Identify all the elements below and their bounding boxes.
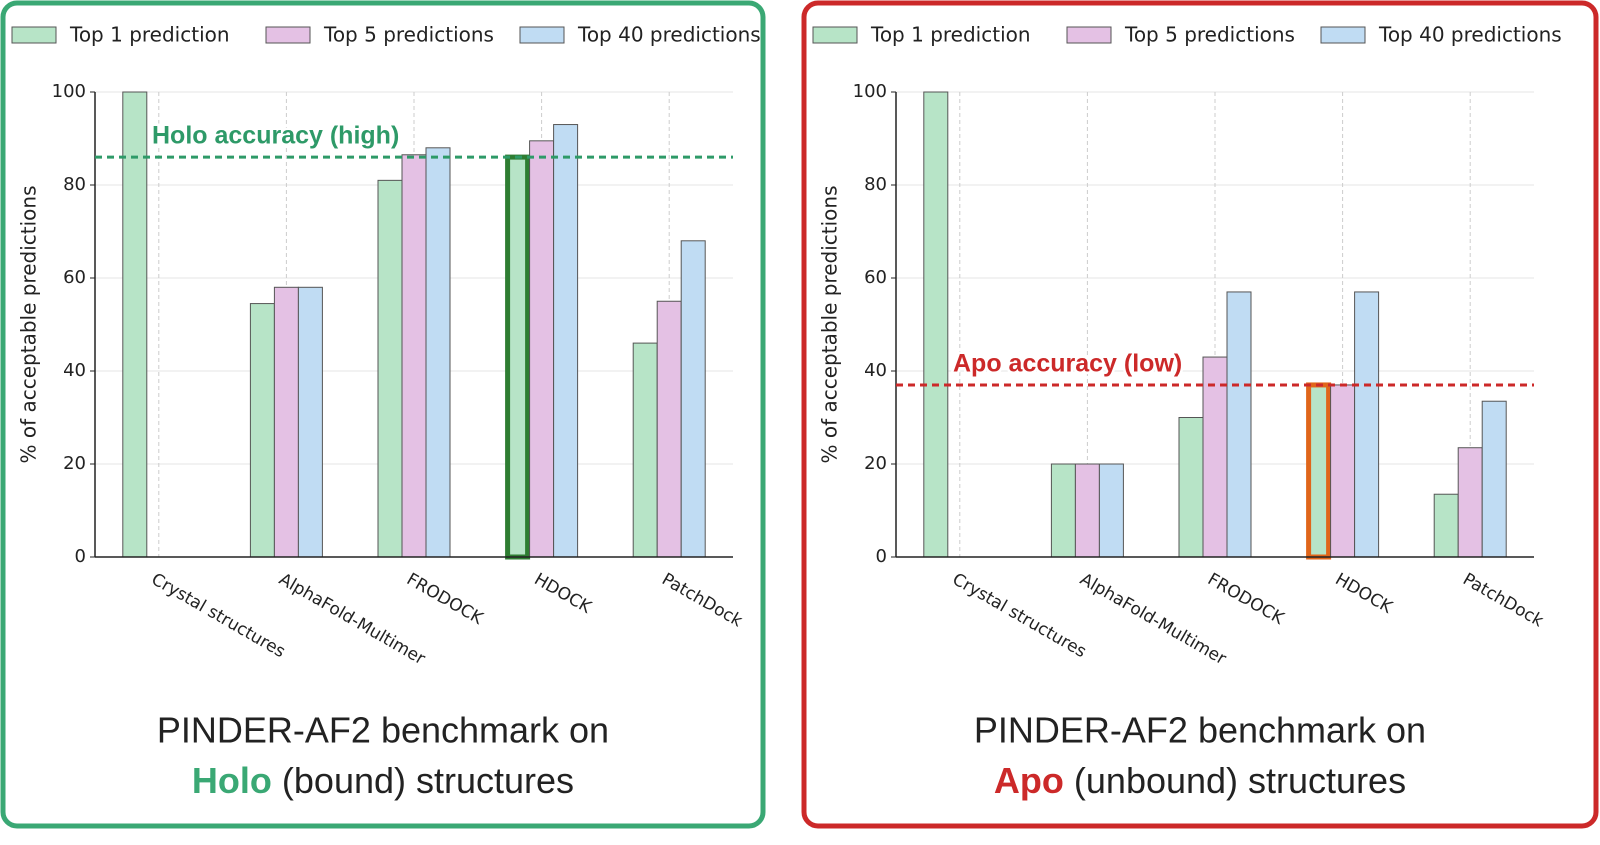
panel-title: PINDER-AF2 benchmark on [974, 710, 1426, 751]
y-tick-label: 80 [63, 174, 86, 195]
bar [680, 240, 706, 558]
y-axis-label: % of acceptable predictions [17, 185, 41, 463]
title-space [272, 760, 282, 801]
y-axis-label: % of acceptable predictions [818, 185, 842, 463]
y-tick-label: 100 [853, 81, 887, 102]
y-tick-label: 40 [864, 360, 887, 381]
legend-label: Top 5 predictions [323, 23, 494, 47]
panel: Top 1 prediction Top 5 predictions Top 40 … [0, 0, 766, 829]
x-tick-label: PatchDock [1459, 569, 1547, 631]
y-tick-label: 0 [75, 546, 86, 567]
legend-label: Top 1 prediction [69, 23, 230, 47]
legend-swatch [1066, 26, 1112, 44]
x-tick-label: FRODOCK [1204, 569, 1288, 629]
title-space [1064, 760, 1074, 801]
title-emphasis: Holo [192, 760, 272, 801]
bar [401, 154, 427, 558]
bar [1074, 463, 1100, 558]
x-tick-label: HDOCK [1332, 569, 1397, 618]
bar [1226, 291, 1252, 558]
x-tick-label: PatchDock [658, 569, 746, 631]
title-rest: (unbound) structures [1074, 760, 1406, 801]
title-rest: (bound) structures [282, 760, 574, 801]
legend-swatch [1320, 26, 1366, 44]
bar [632, 342, 658, 558]
bar [1354, 291, 1380, 558]
bar [1330, 384, 1356, 558]
legend-label: Top 40 predictions [577, 23, 761, 47]
reference-label: Apo accuracy (low) [953, 350, 1182, 378]
bar [529, 140, 555, 558]
panel-title: Holo (bound) structures [192, 760, 574, 801]
legend-label: Top 5 predictions [1124, 23, 1295, 47]
bar [656, 300, 682, 558]
legend-label: Top 40 predictions [1378, 23, 1562, 47]
bar [1481, 400, 1507, 558]
bar [1433, 493, 1459, 558]
bar [1178, 417, 1204, 558]
bar [1457, 447, 1483, 558]
panel-border [801, 0, 1599, 829]
bar [425, 147, 451, 558]
y-tick-label: 40 [63, 360, 86, 381]
y-tick-label: 60 [63, 267, 86, 288]
legend-label: Top 1 prediction [870, 23, 1031, 47]
panel-border [0, 0, 766, 829]
bar [553, 124, 579, 558]
x-tick-label: Crystal structures [949, 569, 1090, 662]
y-tick-label: 100 [52, 81, 86, 102]
legend-swatch [812, 26, 858, 44]
legend-swatch [265, 26, 311, 44]
x-tick-label: Crystal structures [148, 569, 289, 662]
bar [273, 286, 299, 558]
bar [923, 91, 949, 558]
y-tick-label: 20 [63, 453, 86, 474]
panel-title: PINDER-AF2 benchmark on [157, 710, 609, 751]
panel-title: Apo (unbound) structures [994, 760, 1406, 801]
x-tick-label: HDOCK [531, 569, 596, 618]
x-tick-label: FRODOCK [403, 569, 487, 629]
bar [122, 91, 148, 558]
bar [1050, 463, 1076, 558]
legend-swatch [519, 26, 565, 44]
y-tick-label: 20 [864, 453, 887, 474]
y-tick-label: 60 [864, 267, 887, 288]
bar [249, 303, 275, 558]
highlighted-bar [1306, 382, 1332, 560]
title-emphasis: Apo [994, 760, 1064, 801]
bar [377, 179, 403, 558]
y-tick-label: 0 [876, 546, 887, 567]
bar [1098, 463, 1124, 558]
bar [297, 286, 323, 558]
highlighted-bar [505, 154, 531, 560]
bar [1202, 356, 1228, 558]
y-tick-label: 80 [864, 174, 887, 195]
reference-label: Holo accuracy (high) [152, 122, 399, 150]
panel: Top 1 prediction Top 5 predictions Top 40 … [801, 0, 1599, 829]
legend-swatch [11, 26, 57, 44]
